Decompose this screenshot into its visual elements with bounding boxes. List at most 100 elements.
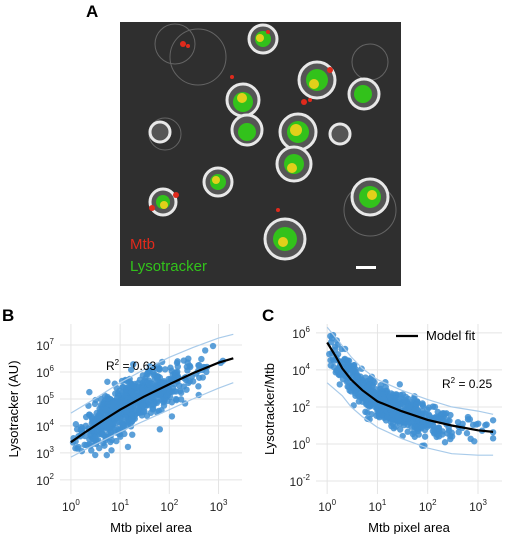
data-point (107, 438, 114, 446)
data-point (129, 431, 136, 438)
x-axis-label: Mtb pixel area (368, 520, 450, 534)
data-point (364, 415, 371, 422)
data-point (155, 365, 162, 373)
cell-group (148, 23, 390, 261)
data-point (96, 414, 103, 422)
data-point (396, 381, 403, 388)
x-tick-label: 100 (318, 498, 336, 514)
data-point (185, 379, 192, 387)
data-point (431, 414, 438, 422)
y-tick-label: 100 (292, 436, 310, 452)
band-lower-line (326, 382, 494, 456)
data-point (415, 431, 422, 438)
r2-annotation: R2 = 0.25 (442, 376, 492, 391)
data-point (429, 403, 437, 410)
y-axis-label: Lysotracker/Mtb (262, 363, 277, 455)
data-point (89, 418, 96, 426)
data-point (402, 415, 409, 422)
data-point (160, 402, 168, 409)
data-point (401, 396, 408, 404)
data-point (406, 404, 413, 411)
data-point (463, 430, 471, 437)
data-point (102, 406, 110, 413)
data-point (372, 389, 379, 397)
panel-c-letter: C (262, 306, 275, 325)
data-point (482, 421, 489, 429)
data-point (122, 413, 129, 421)
data-point (455, 428, 462, 436)
data-point (466, 416, 474, 423)
data-point (419, 402, 427, 410)
data-point (421, 433, 429, 440)
data-point (209, 342, 217, 350)
data-point (174, 358, 181, 365)
data-point (140, 408, 147, 415)
band-upper-line (70, 333, 234, 414)
data-point (429, 427, 437, 435)
data-point (364, 409, 371, 416)
data-point (128, 415, 135, 423)
data-point (424, 406, 431, 413)
microscopy-cells (148, 23, 397, 269)
data-point (173, 369, 180, 376)
band-upper-line (326, 326, 494, 415)
data-point (475, 420, 482, 427)
data-point (354, 372, 361, 380)
x-tick-label: 103 (469, 498, 487, 514)
data-point (195, 383, 202, 390)
data-point (386, 393, 394, 401)
y-tick-label: 106 (292, 325, 310, 341)
data-point (127, 388, 135, 396)
data-point (139, 387, 146, 394)
data-point (144, 370, 152, 378)
data-point (351, 387, 359, 394)
data-point (149, 406, 156, 413)
data-point (122, 408, 130, 415)
mtb-signal (160, 34, 377, 247)
data-point (358, 365, 365, 372)
y-tick-label: 10-2 (290, 473, 311, 489)
fit-line (70, 357, 234, 444)
data-point (177, 396, 185, 403)
data-point (459, 420, 466, 428)
data-point (378, 412, 385, 419)
data-point (489, 417, 497, 424)
data-point (355, 398, 363, 405)
data-point (407, 419, 414, 426)
data-point (337, 370, 344, 378)
data-point (350, 366, 357, 373)
data-point (198, 355, 205, 363)
plot-c: 100 101 102 103 10-2 100 102 104 106 Mtb pixel ar… (262, 324, 502, 534)
data-point (92, 451, 99, 459)
y-tick-label: 104 (292, 362, 310, 378)
data-point (180, 383, 187, 390)
data-point (72, 421, 80, 428)
data-point (86, 388, 93, 396)
data-point (410, 395, 417, 403)
data-point (380, 395, 387, 403)
data-point (177, 389, 185, 396)
data-point (361, 393, 369, 401)
data-point (180, 357, 188, 364)
data-point (161, 366, 169, 373)
data-point (156, 426, 164, 433)
data-point (447, 435, 454, 443)
data-point (157, 390, 164, 397)
data-point (127, 366, 135, 373)
data-point (426, 422, 434, 429)
data-point (101, 442, 108, 449)
data-point (164, 397, 171, 405)
data-point (91, 400, 99, 408)
y-tick-label: 106 (36, 364, 54, 380)
legend-mtb: Mtb (130, 236, 156, 253)
data-point (104, 378, 111, 385)
data-point (329, 356, 337, 363)
band-lower-line (70, 382, 234, 458)
data-point (336, 381, 343, 388)
data-point (98, 431, 106, 438)
microscopy-image: Mtb Lysotracker (120, 22, 401, 286)
data-point (381, 405, 388, 412)
legend: Model fit (396, 328, 476, 343)
data-point (344, 377, 352, 385)
data-point (97, 395, 105, 403)
